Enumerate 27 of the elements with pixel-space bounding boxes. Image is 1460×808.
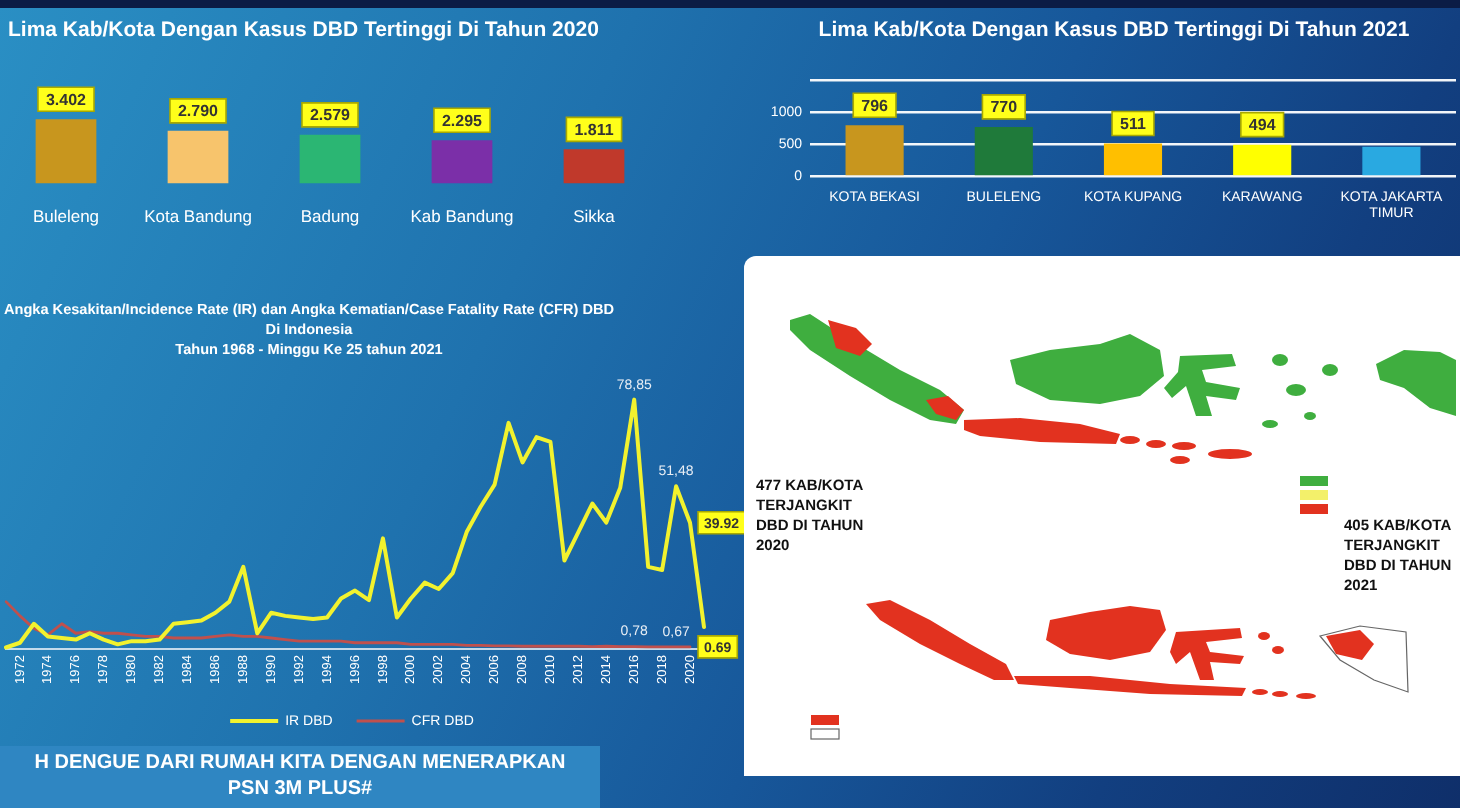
data-label: 3.402 xyxy=(45,90,88,109)
bar xyxy=(845,125,904,176)
data-label: 796 xyxy=(861,96,890,115)
data-label: 2.790 xyxy=(177,102,220,121)
x-tick-label: Kota Bandung xyxy=(144,206,253,227)
bar xyxy=(974,126,1033,176)
data-label: 494 xyxy=(1248,116,1277,135)
bar xyxy=(1103,143,1163,176)
text: H DENGUE DARI RUMAH KITA DENGAN MENERAPKAN PSN 3M PLUS# xyxy=(32,750,568,802)
x-tick-label: Buleleng xyxy=(32,206,100,227)
chart-title: Lima Kab/Kota Dengan Kasus DBD Tertinggi Di Tahun 2021 xyxy=(816,18,1412,44)
bar xyxy=(1233,144,1292,176)
bar xyxy=(167,130,229,184)
data-label: 1.811 xyxy=(574,120,615,139)
data-label: 2.295 xyxy=(441,111,484,130)
bar xyxy=(1362,146,1421,176)
data-label: 2.579 xyxy=(309,106,352,125)
bar xyxy=(35,119,97,184)
x-tick-label: Kab Bandung xyxy=(410,206,515,227)
bar xyxy=(431,140,493,184)
x-tick-label: Sikka xyxy=(573,206,616,227)
chart-title: Lima Kab/Kota Dengan Kasus DBD Tertinggi Di Tahun 2020 xyxy=(8,18,601,44)
data-label: 511 xyxy=(1120,114,1148,133)
bar xyxy=(299,134,361,184)
bar xyxy=(563,149,625,184)
data-label: 770 xyxy=(990,98,1019,117)
x-tick-label: Badung xyxy=(300,206,360,227)
